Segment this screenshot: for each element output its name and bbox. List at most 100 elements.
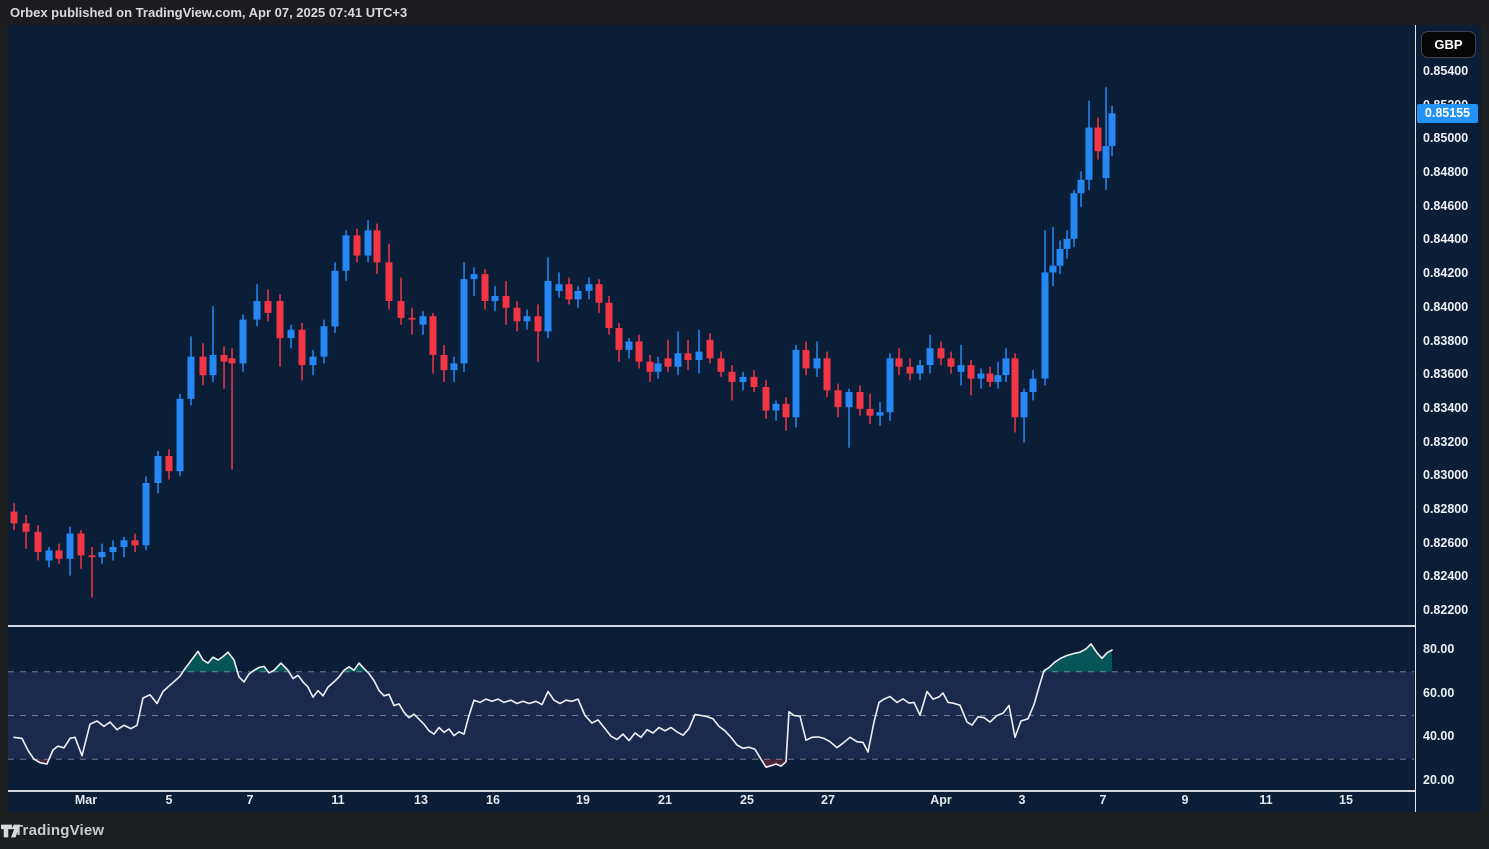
- rsi-axis-label: 40.00: [1423, 729, 1455, 744]
- candle: [895, 358, 903, 367]
- candle: [977, 373, 985, 379]
- candle: [34, 531, 42, 552]
- candle: [187, 356, 195, 399]
- price-axis-label: 0.82800: [1423, 501, 1469, 516]
- candle-wick: [537, 304, 539, 362]
- candle: [77, 533, 85, 556]
- time-axis[interactable]: Mar 5 7 11 13 16 19 21 25 27 Apr 3 7 9 11 15: [8, 791, 1415, 812]
- candle: [264, 301, 272, 313]
- candle: [165, 456, 173, 472]
- candle: [88, 555, 96, 558]
- price-axis-label: 0.84200: [1423, 266, 1469, 281]
- candle: [1029, 378, 1037, 393]
- candle: [1102, 146, 1110, 179]
- candle: [440, 355, 448, 371]
- candle: [876, 412, 884, 416]
- candle: [1002, 358, 1010, 376]
- candle: [320, 326, 328, 357]
- candle-wick: [91, 547, 93, 598]
- candle: [906, 366, 914, 374]
- candle: [762, 387, 770, 411]
- candle: [1011, 358, 1019, 418]
- time-axis-label: 19: [576, 793, 590, 807]
- publish-banner-text: Orbex published on TradingView.com, Apr …: [10, 5, 408, 20]
- time-axis-label: 7: [1099, 793, 1107, 807]
- candle: [1070, 193, 1078, 239]
- candle-wick: [411, 307, 413, 335]
- candle: [802, 349, 810, 369]
- candle: [684, 353, 692, 360]
- candle: [276, 301, 284, 339]
- time-axis-label: Apr: [930, 793, 952, 807]
- candle: [625, 341, 633, 350]
- candle-wick: [997, 361, 999, 389]
- candle: [209, 355, 217, 376]
- candle: [460, 279, 468, 364]
- candle: [470, 274, 478, 280]
- candle-wick: [731, 365, 733, 401]
- candle: [695, 351, 703, 360]
- price-axis-label: 0.84400: [1423, 232, 1469, 247]
- footer-bar: TradingView: [0, 812, 1489, 849]
- time-axis-label: 11: [331, 793, 345, 807]
- candle: [1063, 238, 1071, 249]
- candle: [142, 483, 150, 546]
- candle: [635, 341, 643, 362]
- tradingview-logo-icon[interactable]: [0, 821, 22, 841]
- candle-wick: [775, 400, 777, 421]
- candle: [834, 390, 842, 408]
- candle: [109, 547, 117, 553]
- candle: [154, 456, 162, 483]
- candle: [228, 358, 236, 364]
- price-axis-label: 0.83400: [1423, 400, 1469, 415]
- candle: [866, 408, 874, 416]
- rsi-pane[interactable]: [8, 627, 1415, 790]
- candle: [565, 284, 573, 300]
- candle: [502, 296, 510, 308]
- publish-banner: Orbex published on TradingView.com, Apr …: [0, 0, 1489, 25]
- rsi-overbought-fill: [342, 663, 368, 672]
- candle: [419, 316, 427, 325]
- candle: [674, 353, 682, 367]
- candle: [1077, 179, 1085, 194]
- candle: [654, 363, 662, 372]
- candle: [750, 376, 758, 387]
- candle: [331, 270, 339, 327]
- candle-wick: [473, 267, 475, 296]
- candle: [772, 403, 780, 411]
- candle: [10, 511, 18, 524]
- candle: [1085, 127, 1093, 180]
- candle: [220, 355, 228, 362]
- candle: [55, 550, 63, 559]
- candle: [728, 371, 736, 382]
- candle-wick: [1052, 227, 1054, 286]
- candle: [353, 235, 361, 256]
- candle: [926, 348, 934, 365]
- candle: [120, 540, 128, 547]
- candle: [491, 296, 499, 302]
- pane-separator[interactable]: [8, 625, 1415, 627]
- candle: [176, 398, 184, 472]
- candle: [1020, 392, 1028, 418]
- candle-wick: [25, 515, 27, 549]
- candlestick-pane[interactable]: [8, 25, 1415, 625]
- candle-wick: [667, 339, 669, 372]
- candle: [523, 316, 531, 322]
- currency-button[interactable]: GBP: [1421, 31, 1476, 58]
- candle: [845, 392, 853, 408]
- tradingview-brand[interactable]: TradingView: [14, 822, 105, 839]
- candle: [513, 307, 521, 322]
- last-price-badge: 0.85155: [1417, 103, 1478, 123]
- price-axis[interactable]: GBP 0.85155 0.854000.852000.850000.84800…: [1415, 25, 1481, 812]
- candle: [957, 365, 965, 372]
- candle: [364, 230, 372, 256]
- candle: [916, 365, 924, 374]
- price-axis-label: 0.84000: [1423, 299, 1469, 314]
- price-axis-label: 0.83000: [1423, 468, 1469, 483]
- candle: [664, 358, 672, 367]
- chart-plot-area[interactable]: Mar 5 7 11 13 16 19 21 25 27 Apr 3 7 9 11 15: [8, 25, 1415, 812]
- candle: [706, 339, 714, 359]
- candle: [1094, 127, 1102, 152]
- candle: [1041, 272, 1049, 379]
- candle: [856, 392, 864, 409]
